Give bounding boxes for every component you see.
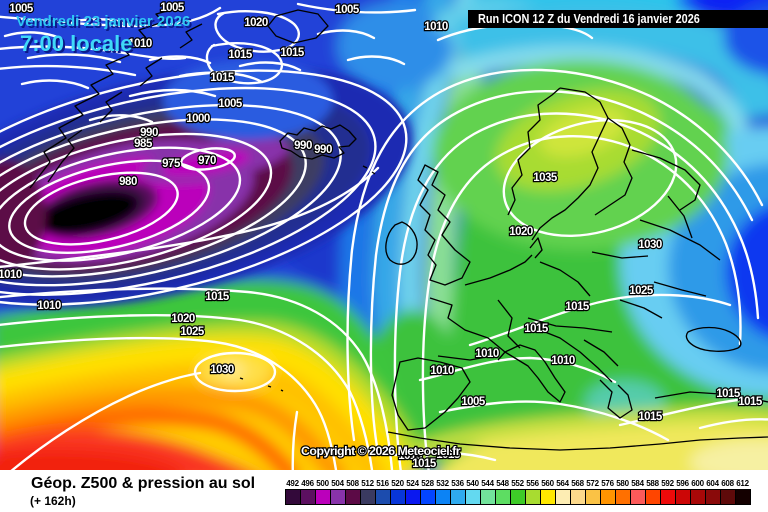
svg-text:1020: 1020: [509, 226, 533, 238]
svg-text:1005: 1005: [335, 4, 360, 16]
svg-text:1015: 1015: [398, 450, 423, 462]
svg-text:970: 970: [198, 155, 216, 167]
svg-text:1035: 1035: [533, 172, 558, 184]
svg-text:990: 990: [294, 140, 312, 152]
svg-text:1010: 1010: [0, 269, 22, 281]
svg-text:990: 990: [314, 144, 332, 156]
svg-text:1020: 1020: [171, 313, 195, 325]
svg-text:1015: 1015: [280, 47, 305, 59]
svg-text:1015: 1015: [738, 396, 763, 408]
svg-text:1015: 1015: [524, 323, 549, 335]
svg-text:Copyright © 2026 Meteociel.fr: Copyright © 2026 Meteociel.fr: [301, 444, 461, 458]
svg-text:1010: 1010: [475, 348, 499, 360]
svg-text:1020: 1020: [244, 17, 268, 29]
svg-text:1030: 1030: [638, 239, 662, 251]
svg-text:985: 985: [134, 138, 153, 150]
svg-text:1010: 1010: [551, 355, 575, 367]
svg-text:1010: 1010: [37, 300, 61, 312]
svg-text:1015: 1015: [436, 449, 461, 461]
svg-text:975: 975: [162, 158, 181, 170]
svg-text:1015: 1015: [210, 72, 235, 84]
svg-text:1005: 1005: [160, 2, 185, 14]
svg-text:1015: 1015: [412, 458, 437, 470]
svg-text:1000: 1000: [186, 113, 210, 125]
svg-text:1010: 1010: [424, 21, 448, 33]
svg-text:1030: 1030: [210, 364, 234, 376]
svg-text:1015: 1015: [565, 301, 590, 313]
svg-text:1025: 1025: [180, 326, 205, 338]
svg-text:1015: 1015: [716, 388, 741, 400]
svg-text:1005: 1005: [9, 3, 34, 15]
svg-text:1010: 1010: [128, 38, 152, 50]
svg-text:1015: 1015: [638, 411, 663, 423]
svg-text:1015: 1015: [228, 49, 253, 61]
svg-text:1005: 1005: [461, 396, 486, 408]
svg-text:1010: 1010: [430, 365, 454, 377]
svg-text:1015: 1015: [205, 291, 230, 303]
svg-text:1025: 1025: [629, 285, 654, 297]
svg-text:980: 980: [119, 176, 137, 188]
svg-text:990: 990: [140, 127, 158, 139]
svg-text:1005: 1005: [218, 98, 243, 110]
